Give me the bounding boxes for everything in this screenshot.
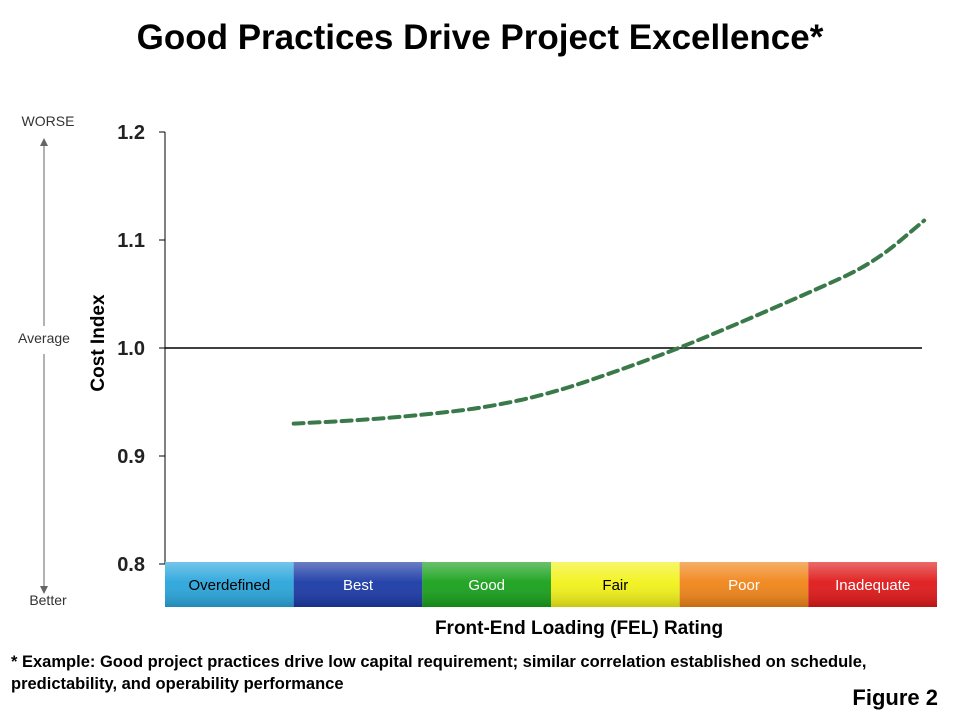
fel-band-shine <box>165 562 294 607</box>
y-tick-label: 1.1 <box>117 230 145 252</box>
fel-band-label: Best <box>343 577 374 594</box>
figure-label: Figure 2 <box>852 685 938 710</box>
fel-band-label: Inadequate <box>835 577 910 594</box>
y-axis-title: Cost Index <box>88 294 109 392</box>
cost-index-curve <box>291 218 927 426</box>
fel-band-shine <box>422 562 551 607</box>
y-tick-label: 0.8 <box>117 554 145 576</box>
fel-band-shine <box>551 562 680 607</box>
fel-band-label: Overdefined <box>188 577 270 594</box>
fel-band-label: Good <box>468 577 505 594</box>
y-tick-label: 1.2 <box>117 122 145 144</box>
fel-band-label: Fair <box>602 577 628 594</box>
side-label-worse: WORSE <box>22 113 75 129</box>
side-label-better: Better <box>29 592 67 608</box>
fel-band-shine <box>679 562 809 607</box>
footnote: * Example: Good project practices drive … <box>11 653 867 693</box>
fel-band-shine <box>293 562 423 607</box>
fel-band-shine <box>808 562 937 607</box>
y-tick-label: 1.0 <box>117 338 145 360</box>
y-tick-label: 0.9 <box>117 446 145 468</box>
side-label-average: Average <box>18 330 70 346</box>
fel-band-label: Poor <box>728 577 760 594</box>
x-axis-title: Front-End Loading (FEL) Rating <box>435 618 723 639</box>
chart-title: Good Practices Drive Project Excellence* <box>136 18 824 57</box>
